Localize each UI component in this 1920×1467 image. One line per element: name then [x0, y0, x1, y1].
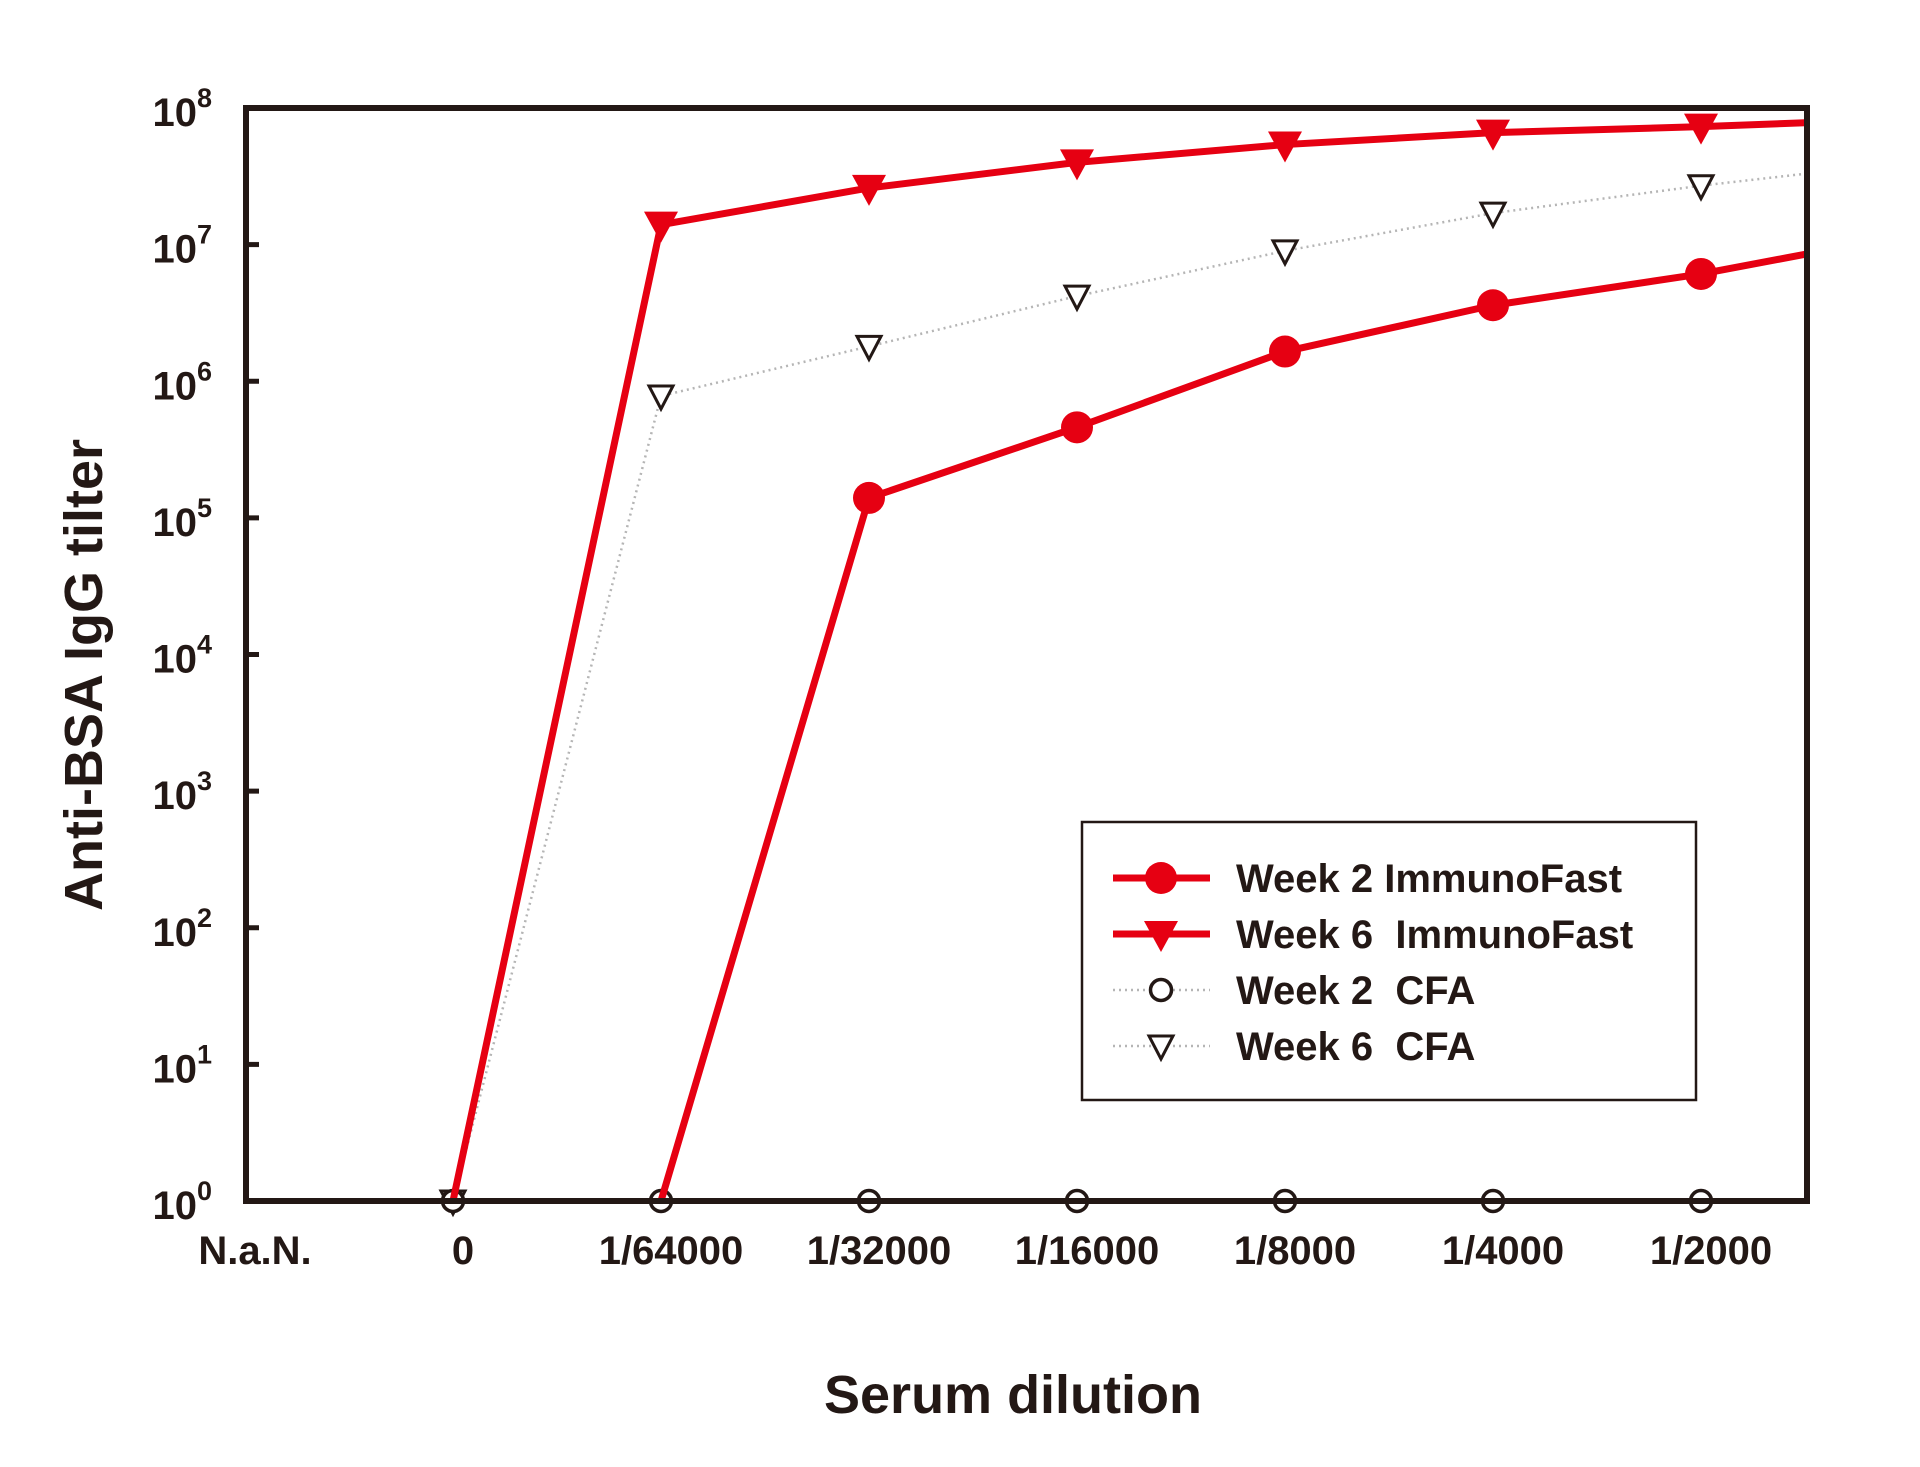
series-week-6-immunofast — [449, 113, 1806, 1202]
y-tick-label: 106 — [152, 356, 212, 408]
y-tick-label: 103 — [152, 766, 212, 818]
data-point — [1685, 257, 1717, 290]
legend-marker — [1146, 1034, 1176, 1063]
data-point — [1476, 119, 1510, 151]
data-point — [1477, 289, 1509, 322]
y-axis-title: Anti-BSA IgG tilter — [54, 439, 114, 911]
y-tick-label: 108 — [152, 83, 212, 135]
legend-entry: Week 2 ImmunoFast — [1113, 857, 1622, 901]
y-tick-label: 107 — [152, 220, 212, 272]
legend: Week 2 ImmunoFast Week 6 ImmunoFast Week 2… — [1080, 820, 1698, 1102]
y-tick-label: 100 — [152, 1176, 212, 1228]
data-point — [1684, 113, 1718, 145]
x-tick-label: 1/32000 — [807, 1229, 952, 1273]
data-point — [644, 211, 678, 243]
legend-box — [1080, 820, 1698, 1102]
legend-marker — [1144, 921, 1178, 952]
data-point — [1061, 411, 1093, 444]
data-point — [1686, 174, 1716, 202]
x-tick-label: 1/8000 — [1234, 1229, 1356, 1273]
series-week-6-cfa — [438, 172, 1806, 1218]
data-point — [1060, 149, 1094, 181]
legend-entry: Week 6 ImmunoFast — [1113, 913, 1633, 957]
x-tick-label: N.a.N. — [198, 1229, 311, 1273]
x-tick-label: 1/64000 — [599, 1229, 744, 1273]
data-point — [646, 384, 676, 413]
legend-marker — [1148, 977, 1174, 1003]
data-point — [854, 334, 884, 363]
y-tick-label: 104 — [152, 630, 212, 682]
x-tick-label: 1/16000 — [1015, 1229, 1160, 1273]
data-point — [852, 174, 886, 206]
legend-marker — [1145, 862, 1177, 894]
series-line — [449, 119, 1806, 1202]
y-axis-ticks: 100 101 102 103 104 105 106 107 108 — [152, 83, 259, 1228]
legend-label: Week 6 ImmunoFast — [1236, 913, 1633, 957]
legend-label: Week 2 ImmunoFast — [1236, 857, 1622, 901]
x-tick-label: 0 — [452, 1229, 474, 1273]
x-tick-label: 1/2000 — [1650, 1229, 1772, 1273]
data-point — [1062, 284, 1092, 313]
legend-label: Week 6 CFA — [1236, 1025, 1475, 1069]
series-week-2-immunofast — [657, 250, 1806, 1202]
x-tick-label: 1/4000 — [1442, 1229, 1564, 1273]
y-tick-label: 105 — [152, 493, 212, 545]
x-axis-title: Serum dilution — [824, 1365, 1202, 1425]
data-point — [1268, 131, 1302, 163]
legend-entries: Week 2 ImmunoFast Week 6 ImmunoFast Week 2… — [1113, 857, 1633, 1069]
data-point — [853, 481, 885, 514]
data-point — [1478, 201, 1508, 230]
x-axis-ticks: N.a.N. 0 1/64000 1/32000 1/16000 1/8000 1/4000… — [198, 1229, 1772, 1273]
y-tick-label: 101 — [152, 1039, 212, 1091]
data-point — [1270, 239, 1300, 268]
data-point — [1269, 335, 1301, 368]
y-tick-label: 102 — [152, 903, 212, 955]
legend-entry: Week 2 CFA — [1113, 969, 1475, 1013]
legend-entry: Week 6 CFA — [1113, 1025, 1475, 1069]
legend-label: Week 2 CFA — [1236, 969, 1475, 1013]
